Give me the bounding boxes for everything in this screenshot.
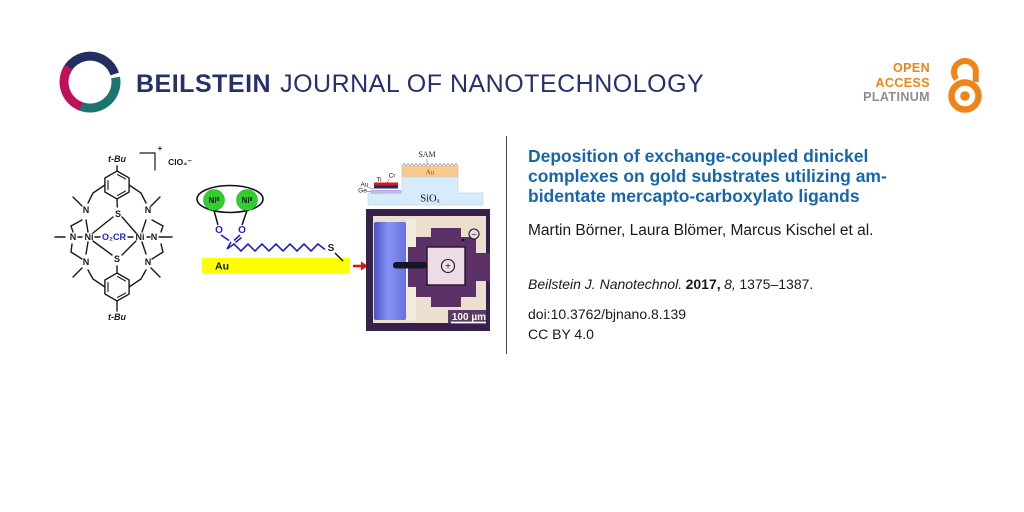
citation-year: 2017, [685, 276, 721, 292]
dinickel-ellipse [196, 184, 264, 214]
device-micrograph: + − 100 µm [366, 209, 490, 331]
article-title-line3: bidentate mercapto-carboxylato ligands [528, 186, 860, 206]
journal-title-bold: BEILSTEIN [136, 70, 272, 98]
blue-contact-region [374, 222, 406, 320]
minus-terminal-label: − [471, 230, 476, 240]
thioether-s-label: S [328, 243, 335, 254]
silicon-oxide-label: SiOₓ [420, 194, 440, 205]
journal-title-rest: JOURNAL OF NANOTECHNOLOGY [280, 70, 705, 98]
article-license: CC BY 4.0 [528, 326, 594, 342]
device-schematic: SAM Au SiOₓ Cr Ti Au Ge [358, 150, 484, 206]
dinickel-complex-structure: t-Bu + ClO₄⁻ S N N N N Ni Ni O₂CR S N N … [54, 144, 192, 322]
nitrogen-label: N [145, 257, 152, 267]
gold-electrode-label: Au [426, 169, 435, 177]
sam-squiggle-icon [401, 162, 459, 167]
journal-title: BEILSTEIN JOURNAL OF NANOTECHNOLOGY [136, 70, 704, 99]
ti-label: Ti [376, 177, 381, 184]
gold-label: Au [215, 261, 229, 273]
open-access-line1: OPEN [892, 61, 930, 75]
plus-terminal-label: + [445, 262, 451, 273]
open-access-line3: PLATINUM [863, 90, 930, 104]
perchlorate-label: ClO₄⁻ [168, 157, 192, 167]
charge-label: + [158, 144, 163, 153]
cr-layer [374, 182, 398, 186]
nitrogen-label: N [151, 232, 158, 242]
ge-layer [370, 190, 402, 194]
au-small-label: Au [361, 182, 369, 189]
article-title-line1: Deposition of exchange-coupled dinickel [528, 146, 869, 166]
nitrogen-label: N [70, 232, 77, 242]
oxygen-left-label: O [215, 225, 223, 236]
probe-arm [393, 262, 427, 269]
ni-left-label: Niᴵᴵ [209, 196, 220, 205]
sam-label: SAM [418, 150, 435, 159]
article-citation: Beilstein J. Nanotechnol. 2017, 8, 1375–138… [528, 276, 1006, 292]
arrow-right-icon [353, 261, 368, 271]
nickel-left-label: Ni [85, 232, 94, 242]
tbu-bottom-label: t-Bu [108, 312, 126, 322]
au-layer [372, 188, 400, 191]
oxygen-right-label: O [238, 225, 246, 236]
gold-substrate [202, 258, 350, 273]
nickel-right-label: Ni [136, 232, 145, 242]
citation-volume: 8, [724, 276, 736, 292]
open-access-lock-icon [948, 58, 982, 113]
tbu-top-label: t-Bu [108, 154, 126, 164]
citation-pages: 1375–1387. [739, 276, 814, 292]
nitrogen-label: N [83, 205, 90, 215]
article-title-line2: complexes on gold substrates utilizing a… [528, 166, 887, 186]
scalebar-label: 100 µm [452, 312, 486, 323]
beilstein-logo-icon [59, 51, 121, 113]
ge-label: Ge [358, 188, 367, 195]
open-access-line2: ACCESS [875, 75, 930, 90]
citation-journal: Beilstein J. Nanotechnol. [528, 276, 683, 292]
ti-layer [374, 185, 398, 189]
carboxylato-bridge-label: O₂CR [102, 232, 126, 242]
nitrogen-label: N [83, 257, 90, 267]
sulfur-bottom-label: S [114, 254, 120, 264]
sulfur-top-label: S [115, 209, 121, 219]
article-title: Deposition of exchange-coupled dinickel … [528, 146, 1006, 206]
vertical-divider [506, 136, 507, 354]
article-doi: doi:10.3762/bjnano.8.139 [528, 306, 687, 322]
ni-right-label: Niᴵᴵ [242, 196, 253, 205]
open-access-badge: OPEN ACCESS PLATINUM [852, 61, 930, 105]
sam-molecule-scheme: Au Niᴵᴵ Niᴵᴵ O O S [196, 184, 368, 273]
article-authors: Martin Börner, Laura Blömer, Marcus Kisc… [528, 222, 874, 239]
cr-label: Cr [389, 173, 397, 180]
nitrogen-label: N [145, 205, 152, 215]
